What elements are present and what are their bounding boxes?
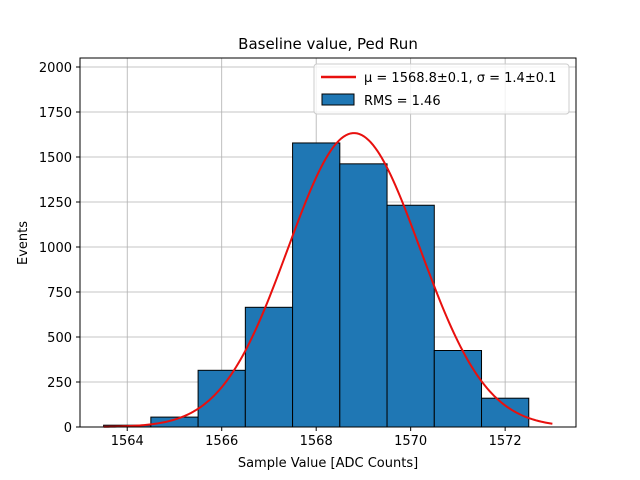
y-tick-label: 0 xyxy=(64,421,72,436)
chart-title: Baseline value, Ped Run xyxy=(238,35,418,53)
y-tick-label: 1000 xyxy=(39,241,72,256)
y-tick-label: 1500 xyxy=(39,151,72,166)
y-tick-label: 1750 xyxy=(39,106,72,121)
histogram-bar xyxy=(244,306,294,428)
histogram-bar xyxy=(481,397,530,428)
gaussian-fit-curve xyxy=(103,132,553,428)
x-tick-label: 1570 xyxy=(394,434,427,449)
plot-frame xyxy=(79,57,577,428)
y-tick-label: 250 xyxy=(47,376,72,391)
y-tick-label: 2000 xyxy=(39,61,72,76)
x-axis-ticks: 1564 1566 1568 1570 1572 xyxy=(111,427,522,449)
histogram-bar xyxy=(386,204,435,428)
x-tick-label: 1564 xyxy=(111,434,144,449)
legend-histogram-swatch xyxy=(321,93,355,106)
y-axis-label: Events xyxy=(16,221,31,265)
legend-rms-label: RMS = 1.46 xyxy=(364,94,441,109)
x-tick-label: 1568 xyxy=(300,434,333,449)
histogram-bar xyxy=(197,369,246,428)
legend-fit-label: μ = 1568.8±0.1, σ = 1.4±0.1 xyxy=(364,71,556,86)
y-tick-label: 750 xyxy=(47,286,72,301)
y-tick-label: 1250 xyxy=(39,196,72,211)
legend-box xyxy=(313,63,570,115)
x-tick-label: 1572 xyxy=(489,434,522,449)
histogram-bars xyxy=(103,142,530,428)
y-axis-ticks: 0 250 500 750 1000 1250 1500 1750 2000 xyxy=(39,61,80,436)
y-tick-label: 500 xyxy=(47,331,72,346)
x-tick-label: 1566 xyxy=(205,434,238,449)
histogram-bar xyxy=(292,142,341,428)
histogram-bar xyxy=(433,350,483,428)
histogram-bar xyxy=(339,163,388,428)
x-axis-label: Sample Value [ADC Counts] xyxy=(238,456,418,471)
legend: μ = 1568.8±0.1, σ = 1.4±0.1 RMS = 1.46 xyxy=(313,63,570,115)
